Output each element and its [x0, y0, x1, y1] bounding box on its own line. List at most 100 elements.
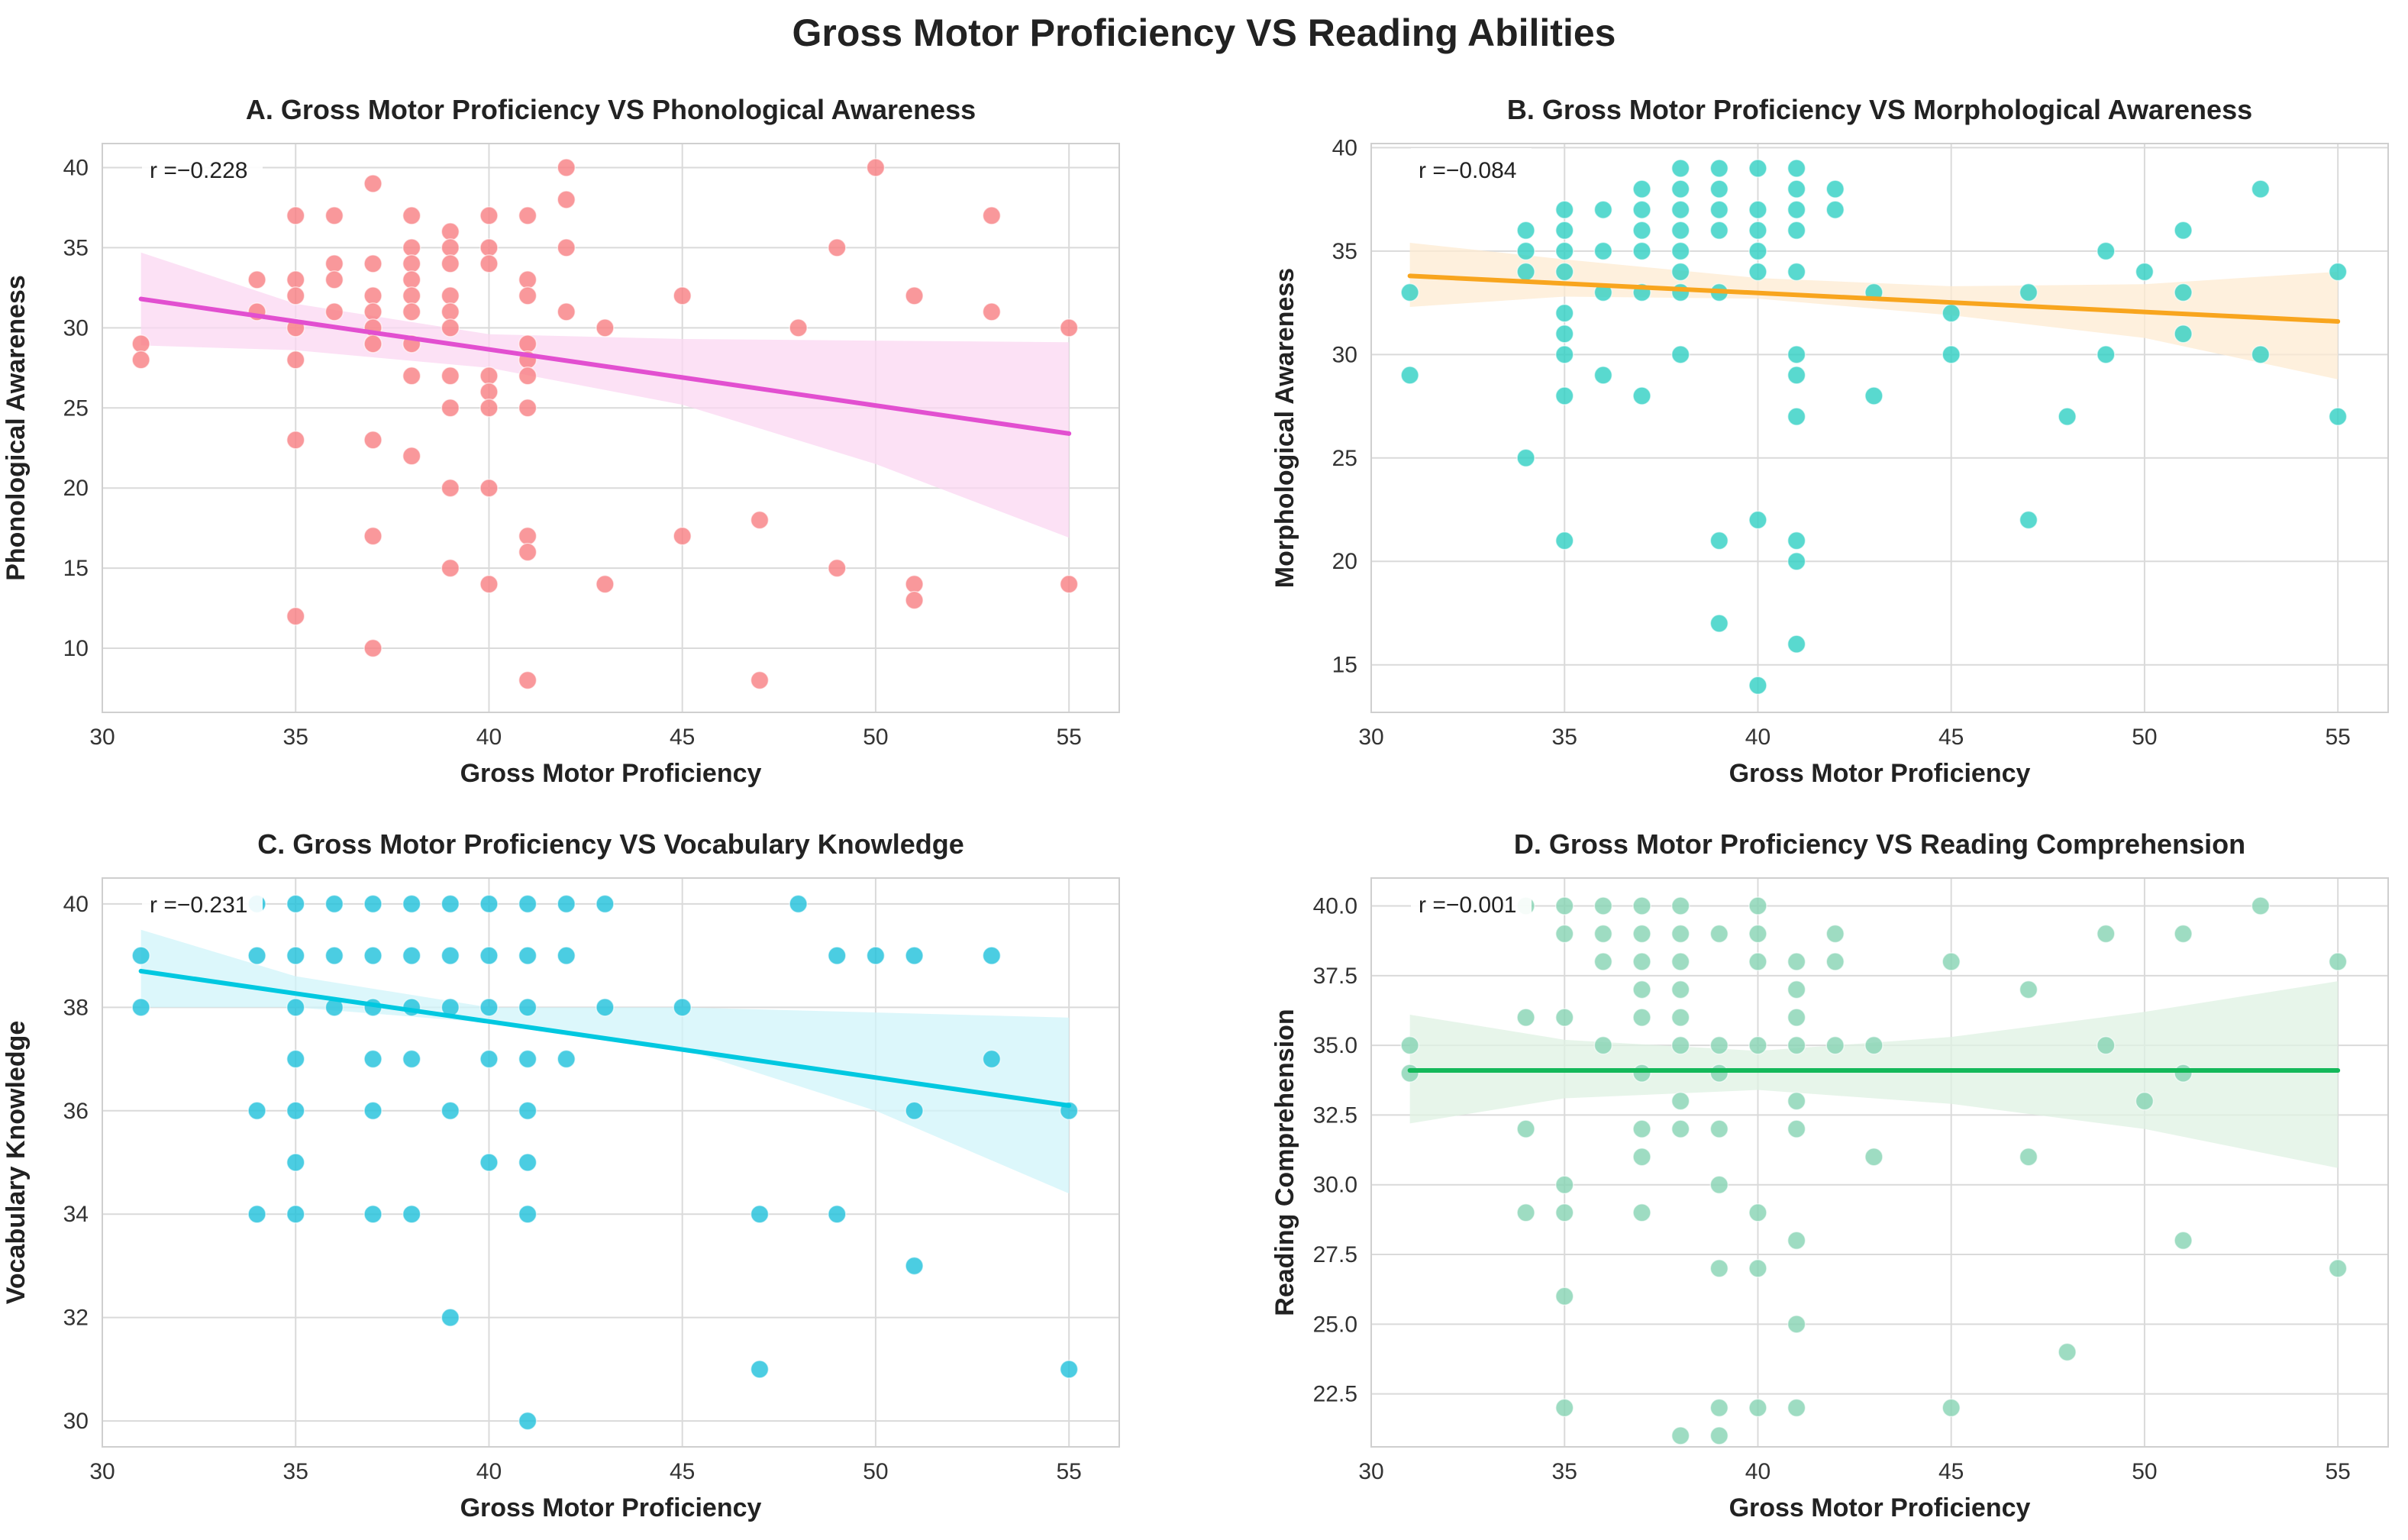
panel-a-point-46 — [479, 366, 499, 386]
panel-a-point-27 — [402, 270, 421, 289]
panel-d-point-24 — [1632, 1147, 1651, 1167]
panel-b-xtick-3: 45 — [1938, 725, 1964, 750]
panel-d-point-1 — [1400, 1064, 1419, 1083]
panel-d-xtick-5: 55 — [2325, 1459, 2350, 1484]
panel-d-point-35 — [1709, 924, 1729, 944]
panel-b-point-28 — [1670, 221, 1690, 241]
panel-d-point-53 — [1787, 1035, 1806, 1055]
panel-b-point-20 — [1632, 200, 1651, 219]
panel-a-point-29 — [402, 302, 421, 321]
panel-a-point-45 — [479, 254, 499, 273]
panel-a-xtick-1: 35 — [283, 725, 308, 750]
panel-d-point-13 — [1593, 896, 1613, 915]
panel-d-point-25 — [1632, 1203, 1651, 1222]
panel-a-ytick-3: 25 — [63, 395, 89, 421]
panel-d-point-67 — [2019, 1147, 2038, 1167]
panel-c-ytick-4: 38 — [63, 995, 89, 1020]
panel-d-point-18 — [1632, 924, 1651, 944]
panel-c-point-63 — [1059, 1360, 1079, 1379]
panel-b-point-69 — [2135, 262, 2155, 282]
panel-b-point-26 — [1670, 179, 1690, 199]
panel-a-point-71 — [789, 318, 808, 337]
panel-c-confidence-band — [140, 929, 1070, 1194]
panel-b-xlabel: Gross Motor Proficiency — [1729, 759, 2031, 788]
panel-c-point-27 — [441, 894, 460, 914]
panel-b-point-0 — [1400, 282, 1419, 302]
panel-a-point-62 — [557, 190, 576, 209]
panel-b-point-70 — [2174, 221, 2193, 241]
panel-b-point-58 — [1825, 179, 1845, 199]
panel-b-point-13 — [1554, 386, 1574, 405]
panel-d-point-4 — [1516, 1119, 1535, 1138]
panel-d-point-27 — [1670, 924, 1690, 944]
panel-b-point-75 — [2328, 262, 2348, 282]
panel-c-point-61 — [982, 1049, 1002, 1069]
panel-d-point-28 — [1670, 952, 1690, 971]
panel-d-point-16 — [1593, 1035, 1613, 1055]
panel-a-point-66 — [596, 574, 615, 594]
panel-a-point-28 — [402, 286, 421, 305]
panel-c-xtick-3: 45 — [670, 1459, 695, 1484]
panel-d-point-77 — [2328, 1259, 2348, 1278]
panel-b-point-46 — [1748, 676, 1767, 696]
panel-c-point-13 — [324, 894, 344, 914]
panel-d-point-6 — [1554, 896, 1574, 915]
panel-b-point-16 — [1593, 241, 1613, 261]
panel-b-point-56 — [1787, 551, 1806, 571]
panel-b-point-27 — [1670, 200, 1690, 219]
panel-d-frame — [1370, 877, 2389, 1448]
panel-b-point-62 — [1942, 303, 1961, 323]
panel-c-r-box — [142, 883, 263, 922]
panel-d-point-26 — [1670, 896, 1690, 915]
panel-a-point-2 — [247, 270, 266, 289]
panel-c-point-1 — [131, 998, 150, 1017]
panel-b-title: B. Gross Motor Proficiency VS Morphologi… — [1507, 94, 2252, 125]
panel-c-point-41 — [518, 1101, 537, 1121]
panel-b-point-19 — [1632, 179, 1651, 199]
panel-a-point-75 — [905, 286, 924, 305]
panel-b-ytick-1: 20 — [1332, 549, 1357, 574]
panel-c-ylabel: Vocabulary Knowledge — [2, 1021, 31, 1305]
panel-c-point-14 — [324, 946, 344, 965]
panel-c-point-19 — [363, 1049, 383, 1069]
panel-b-point-59 — [1825, 200, 1845, 219]
panel-b-point-7 — [1554, 221, 1574, 241]
panel-a-point-79 — [982, 302, 1002, 321]
panel-a-ytick-5: 35 — [63, 235, 89, 260]
panel-a-point-72 — [828, 238, 847, 257]
panel-c-point-42 — [518, 1153, 537, 1172]
panel-b-ytick-0: 15 — [1332, 653, 1357, 678]
panel-a-point-76 — [905, 574, 924, 594]
panel-a-xtick-2: 40 — [476, 725, 502, 750]
panel-d-point-23 — [1632, 1119, 1651, 1138]
panel-c-ytick-2: 34 — [63, 1202, 89, 1227]
panel-c-point-58 — [905, 1101, 924, 1121]
panel-d-ytick-5: 35.0 — [1313, 1033, 1357, 1058]
panel-a-point-53 — [518, 286, 537, 305]
panel-a-point-38 — [441, 318, 460, 337]
panel-a-point-68 — [673, 526, 692, 546]
panel-c-point-50 — [673, 998, 692, 1017]
panel-b-point-40 — [1748, 159, 1767, 178]
panel-d-r-box — [1411, 883, 1532, 922]
panel-b-point-34 — [1709, 179, 1729, 199]
panel-b-point-72 — [2174, 324, 2193, 344]
panel-b-xtick-2: 40 — [1745, 725, 1770, 750]
panel-d-point-21 — [1632, 1008, 1651, 1027]
panel-a-point-5 — [286, 270, 305, 289]
panel-c-point-12 — [286, 1204, 305, 1224]
panel-c-xtick-2: 40 — [476, 1459, 502, 1484]
panel-b-point-42 — [1748, 221, 1767, 241]
panel-d-ytick-4: 32.5 — [1313, 1103, 1357, 1128]
panel-d-ytick-7: 40.0 — [1313, 894, 1357, 919]
panel-c-point-46 — [557, 946, 576, 965]
panel-b-point-52 — [1787, 345, 1806, 364]
panel-d-title: D. Gross Motor Proficiency VS Reading Co… — [1514, 828, 2245, 860]
panel-a-xtick-3: 45 — [670, 725, 695, 750]
panel-d-point-8 — [1554, 1008, 1574, 1027]
panel-b-point-4 — [1516, 262, 1535, 282]
panel-d-confidence-band — [1409, 981, 2339, 1168]
panel-a-point-23 — [363, 638, 383, 658]
panel-d-point-48 — [1748, 1259, 1767, 1278]
panel-a-point-52 — [518, 270, 537, 289]
